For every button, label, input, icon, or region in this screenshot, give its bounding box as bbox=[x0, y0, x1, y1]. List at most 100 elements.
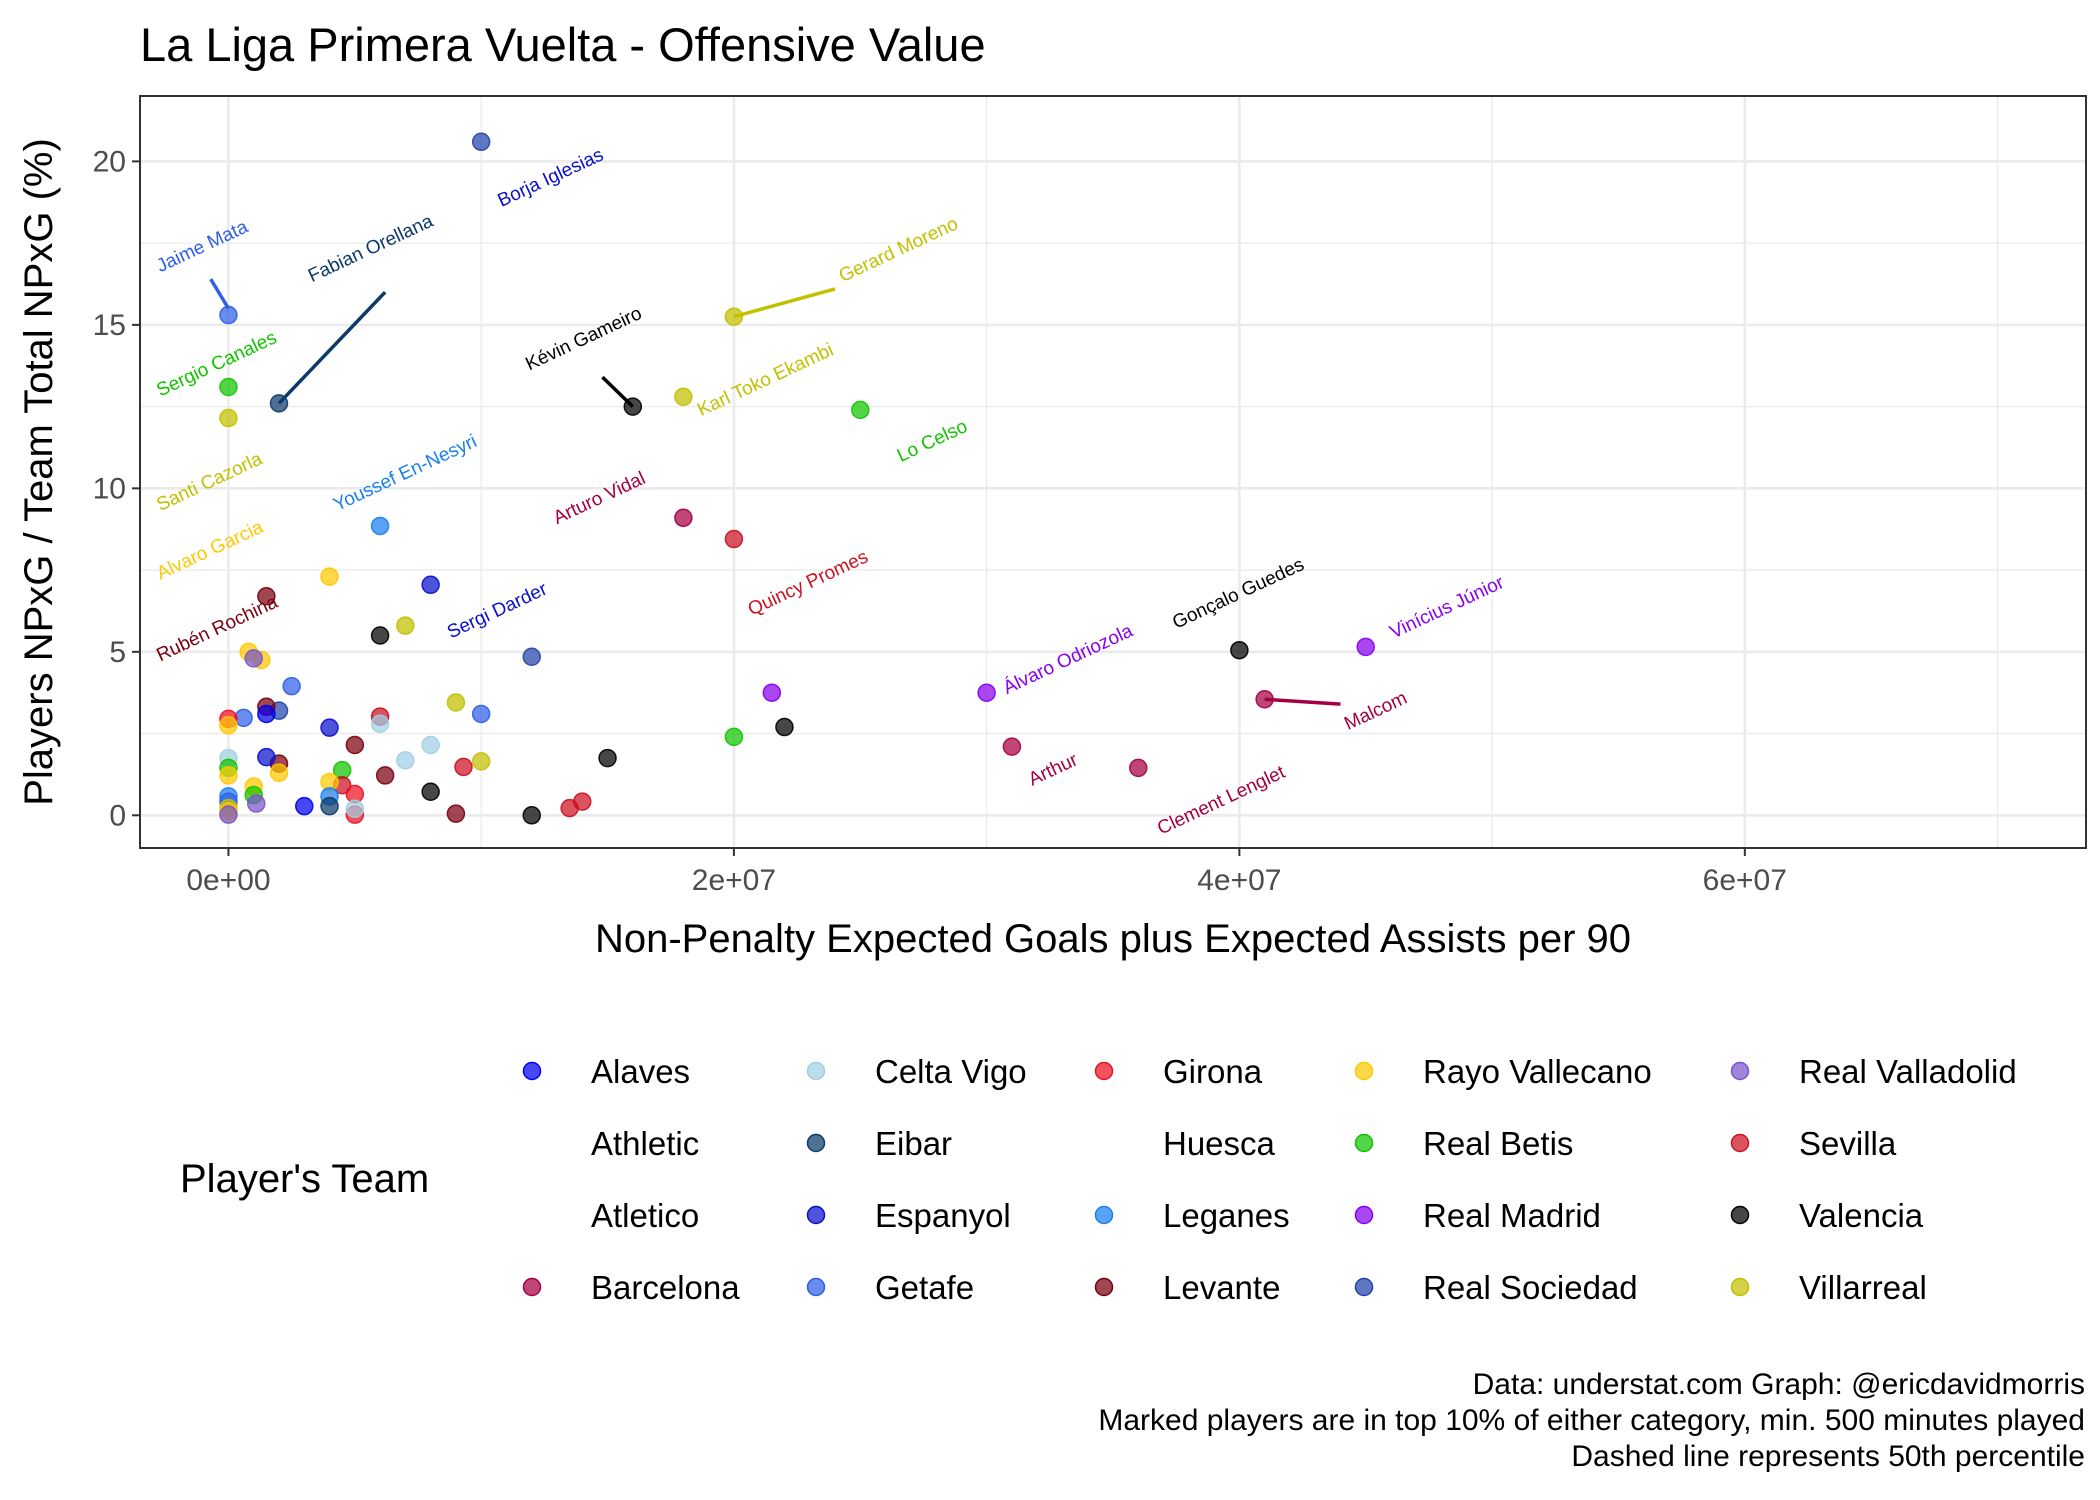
data-point-alaves bbox=[257, 704, 276, 724]
legend-label-huesca: Huesca bbox=[1163, 1125, 1276, 1162]
data-point-levante bbox=[375, 766, 395, 785]
legend-key-valencia bbox=[1730, 1205, 1750, 1225]
data-point-espanyol bbox=[421, 575, 440, 595]
data-point-real-madrid bbox=[977, 683, 996, 702]
legend-key-celta-vigo bbox=[806, 1061, 826, 1081]
plot-background bbox=[140, 96, 2086, 848]
legend-label-girona: Girona bbox=[1163, 1053, 1263, 1090]
legend: Alaves Athletic Atletico Barcelona Celta Vig… bbox=[522, 1053, 2017, 1306]
legend-label-celta-vigo: Celta Vigo bbox=[875, 1053, 1027, 1090]
y-tick-label: 20 bbox=[93, 145, 126, 178]
y-tick-label: 10 bbox=[93, 472, 126, 505]
y-axis-title: Players NPxG / Team Total NPxG (%) bbox=[17, 138, 61, 806]
data-point-real-betis bbox=[724, 727, 744, 747]
legend-label-valencia: Valencia bbox=[1799, 1197, 1924, 1234]
data-point-real-valladolid bbox=[244, 649, 263, 668]
legend-key-real-sociedad bbox=[1354, 1277, 1374, 1297]
legend-key-leganes bbox=[1094, 1205, 1114, 1225]
data-point-real-betis bbox=[851, 400, 870, 420]
data-point-rayo-vallecano bbox=[269, 763, 289, 783]
data-point-getafe bbox=[234, 708, 253, 728]
data-point-valencia bbox=[598, 748, 617, 768]
x-axis-title: Non-Penalty Expected Goals plus Expected… bbox=[595, 917, 1631, 961]
data-point-levante bbox=[257, 586, 276, 606]
data-point-sevilla bbox=[560, 798, 579, 818]
x-tick-label: 4e+07 bbox=[1197, 864, 1281, 897]
plot-border bbox=[139, 95, 2087, 849]
data-point-real-madrid bbox=[1356, 637, 1375, 657]
legend-label-sevilla: Sevilla bbox=[1799, 1125, 1897, 1162]
legend-label-espanyol: Espanyol bbox=[875, 1197, 1011, 1234]
data-point-celta-vigo bbox=[396, 751, 415, 770]
data-point-real-madrid bbox=[762, 683, 782, 702]
data-point-celta-vigo bbox=[421, 735, 440, 755]
y-tick-label: 15 bbox=[93, 309, 126, 342]
legend-label-real-betis: Real Betis bbox=[1423, 1125, 1573, 1162]
data-point-real-valladolid bbox=[247, 794, 266, 813]
legend-key-eibar bbox=[806, 1133, 826, 1153]
legend-label-getafe: Getafe bbox=[875, 1269, 974, 1306]
legend-key-real-betis bbox=[1354, 1133, 1374, 1153]
caption-line-2: Marked players are in top 10% of either … bbox=[1098, 1404, 2085, 1437]
connector-jaime-mata bbox=[209, 278, 230, 310]
legend-label-eibar: Eibar bbox=[875, 1125, 952, 1162]
data-point-barcelona bbox=[1002, 737, 1022, 756]
data-point-barcelona bbox=[1255, 689, 1274, 709]
legend-label-athletic: Athletic bbox=[591, 1125, 699, 1162]
legend-key-rayo-vallecano bbox=[1354, 1061, 1374, 1081]
data-point-getafe bbox=[219, 305, 238, 325]
data-point-valencia bbox=[1230, 640, 1249, 660]
data-point-valencia bbox=[421, 782, 440, 802]
data-point-espanyol bbox=[320, 718, 339, 737]
y-tick-label: 5 bbox=[109, 636, 126, 669]
axis-ticks: 0e+00 2e+07 4e+07 6e+07 0 5 10 15 20 bbox=[93, 145, 1787, 897]
legend-label-real-sociedad: Real Sociedad bbox=[1423, 1269, 1638, 1306]
data-point-valencia bbox=[623, 397, 643, 416]
data-point-rayo-vallecano bbox=[219, 716, 238, 735]
legend-key-espanyol bbox=[806, 1205, 826, 1225]
legend-label-villarreal: Villarreal bbox=[1799, 1269, 1927, 1306]
legend-key-alaves bbox=[522, 1061, 542, 1081]
caption-line-1: Data: understat.com Graph: @ericdavidmor… bbox=[1473, 1368, 2085, 1401]
data-point-real-sociedad bbox=[471, 132, 491, 152]
legend-key-villarreal bbox=[1730, 1277, 1750, 1297]
connector-gerard-moreno bbox=[733, 287, 836, 319]
data-point-villarreal bbox=[471, 752, 491, 771]
caption-line-3: Dashed line represents 50th percentile bbox=[1571, 1440, 2085, 1473]
data-point-eibar bbox=[269, 394, 289, 413]
data-point-getafe bbox=[471, 704, 491, 724]
connector-malcom bbox=[1264, 697, 1341, 706]
data-point-leganes bbox=[370, 516, 390, 536]
legend-label-rayo-vallecano: Rayo Vallecano bbox=[1423, 1053, 1652, 1090]
data-point-barcelona bbox=[674, 508, 693, 528]
data-point-valencia bbox=[522, 806, 541, 825]
legend-key-sevilla bbox=[1730, 1133, 1750, 1153]
data-point-rayo-vallecano bbox=[219, 766, 238, 785]
legend-key-levante bbox=[1094, 1277, 1114, 1297]
x-tick-label: 0e+00 bbox=[186, 864, 270, 897]
data-point-villarreal bbox=[396, 616, 415, 635]
data-point-celta-vigo bbox=[345, 799, 365, 819]
data-point-villarreal bbox=[724, 307, 744, 326]
legend-key-getafe bbox=[806, 1277, 826, 1297]
data-point-villarreal bbox=[219, 408, 238, 428]
legend-label-leganes: Leganes bbox=[1163, 1197, 1290, 1234]
legend-title: Player's Team bbox=[180, 1157, 429, 1201]
legend-key-real-valladolid bbox=[1730, 1061, 1750, 1081]
data-point-rayo-vallecano bbox=[320, 567, 339, 586]
data-point-villarreal bbox=[446, 693, 466, 712]
data-point-alaves bbox=[295, 796, 314, 816]
data-point-eibar bbox=[320, 796, 339, 816]
data-point-real-sociedad bbox=[522, 647, 541, 666]
data-point-sevilla bbox=[724, 529, 744, 549]
legend-label-real-madrid: Real Madrid bbox=[1423, 1197, 1601, 1234]
data-point-real-valladolid bbox=[219, 805, 238, 824]
x-tick-label: 6e+07 bbox=[1703, 864, 1787, 897]
data-point-getafe bbox=[282, 676, 301, 696]
data-point-espanyol bbox=[257, 747, 276, 767]
legend-label-atletico: Atletico bbox=[591, 1197, 699, 1234]
legend-label-alaves: Alaves bbox=[591, 1053, 690, 1090]
x-tick-label: 2e+07 bbox=[692, 864, 776, 897]
